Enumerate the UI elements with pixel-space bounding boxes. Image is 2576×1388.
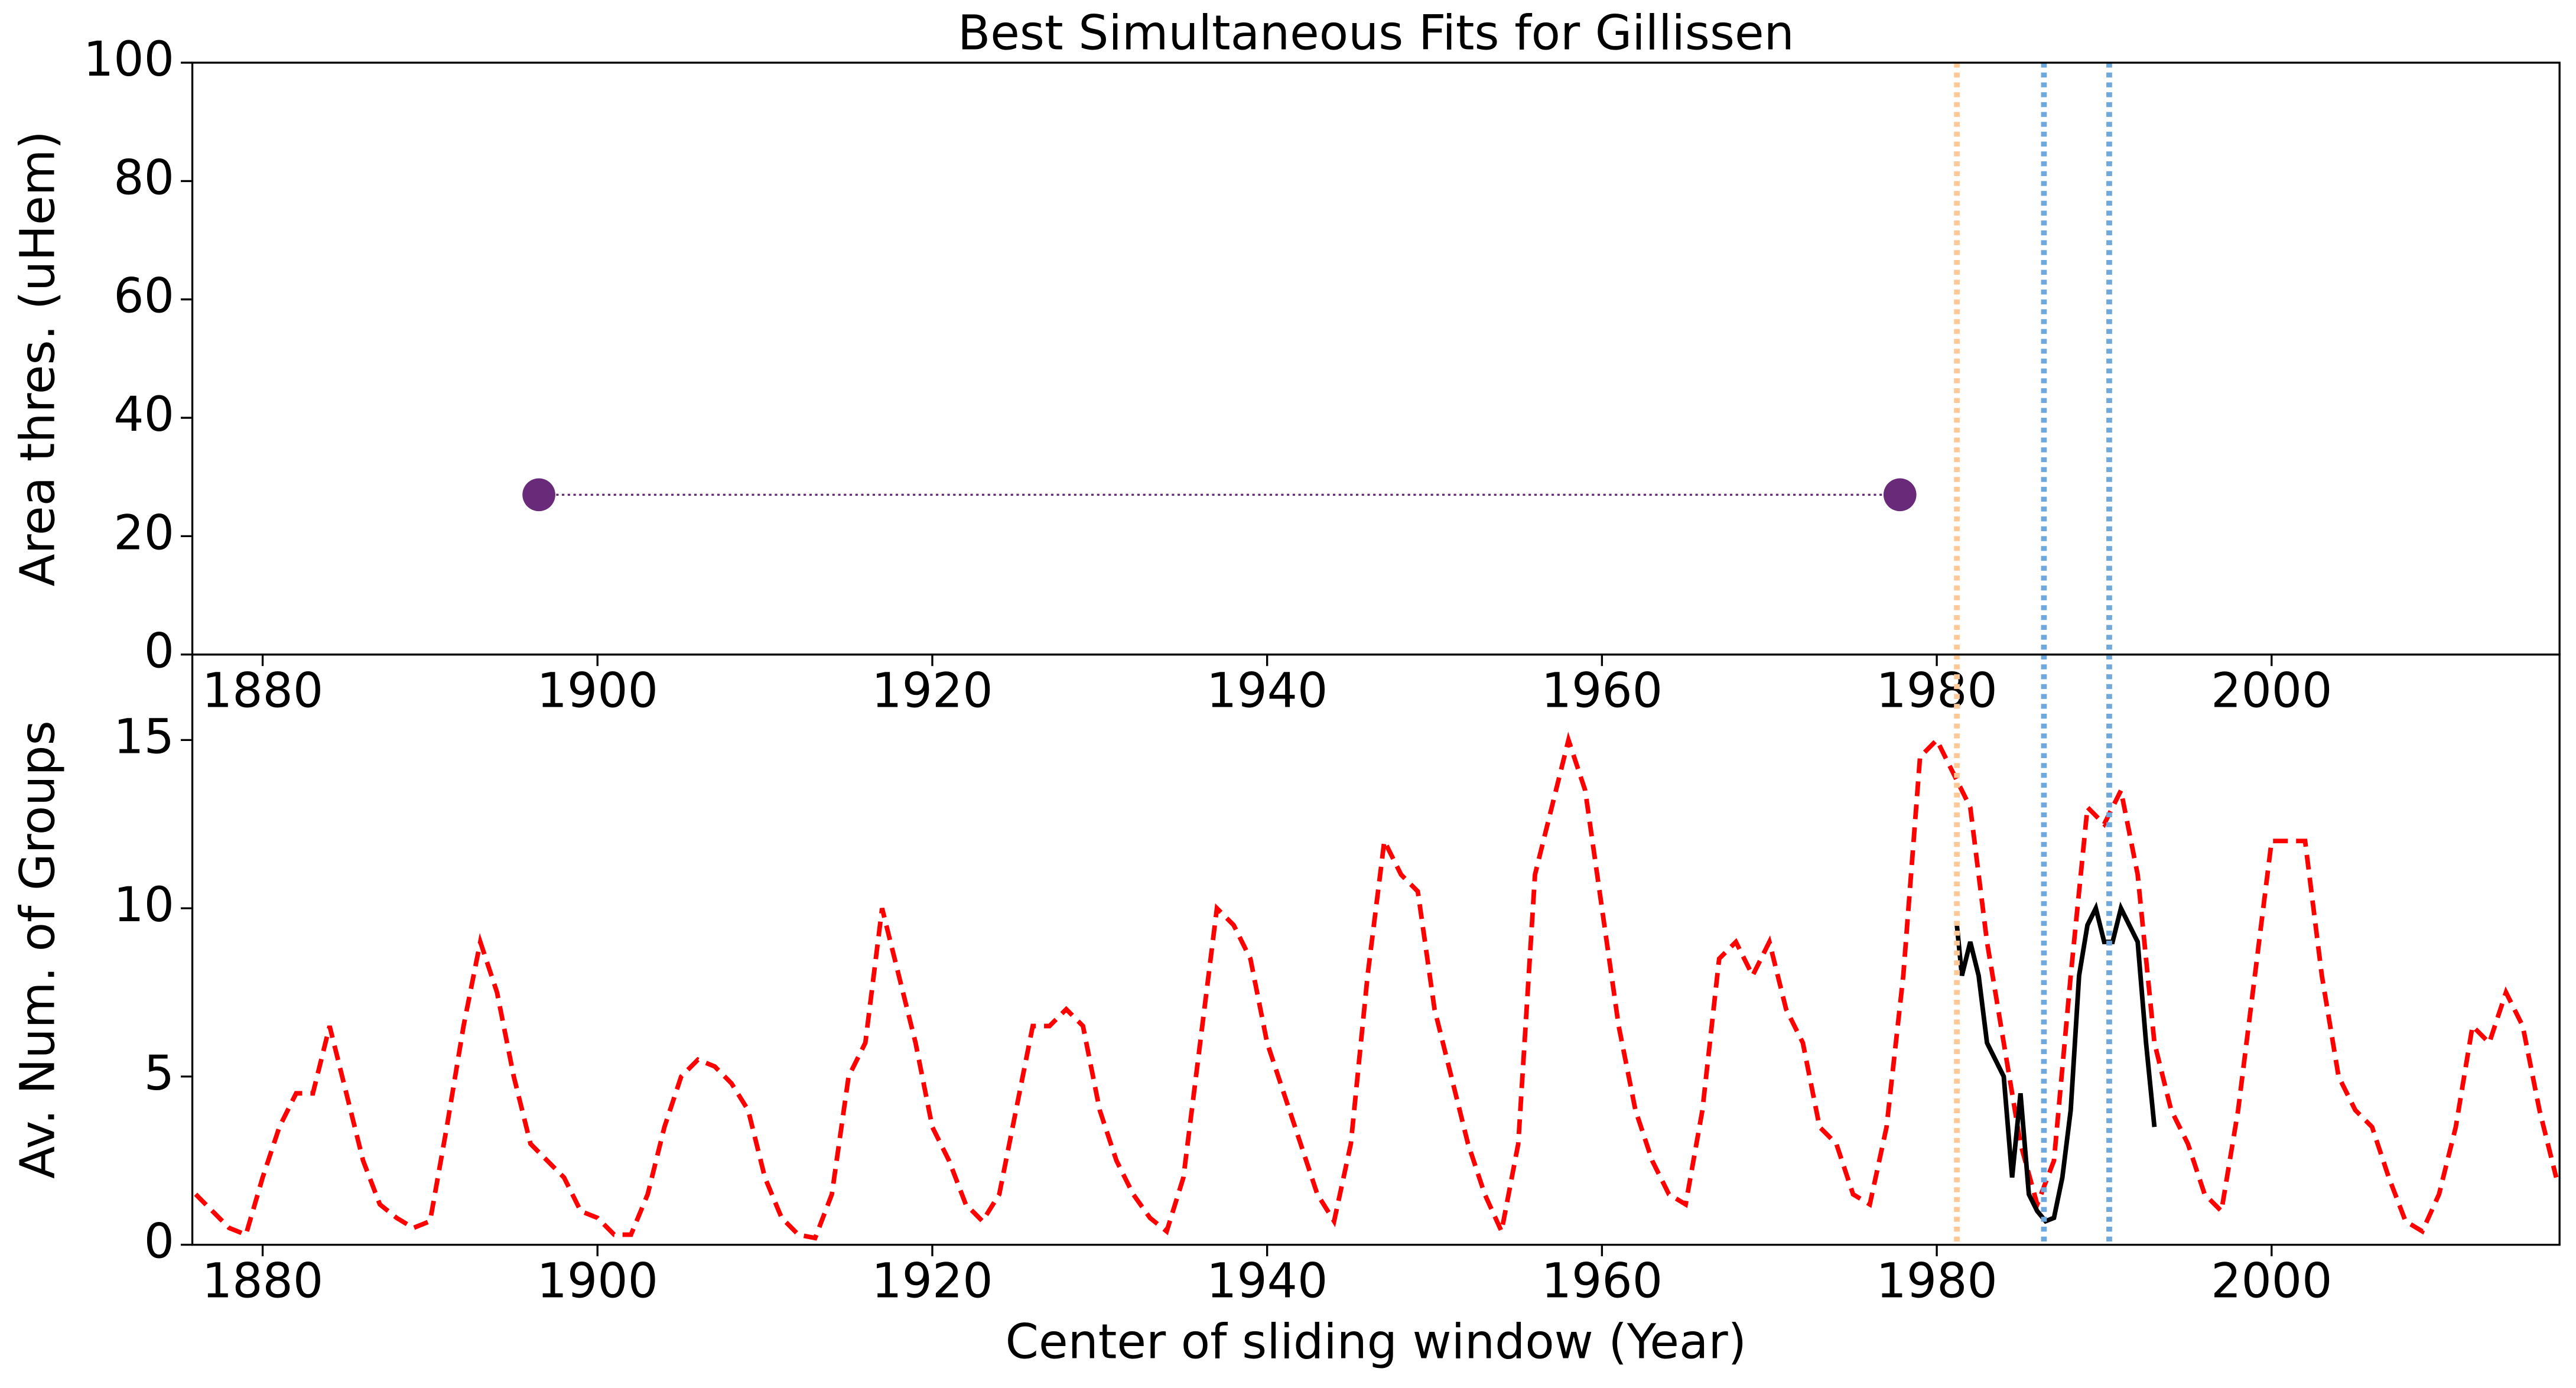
x-tick-label: 1920 xyxy=(871,663,993,719)
y-tick-label: 10 xyxy=(113,877,174,933)
y-tick-label: 100 xyxy=(83,32,174,87)
y-tick-label: 60 xyxy=(113,269,174,324)
x-tick-label: 1980 xyxy=(1876,1253,1997,1309)
x-tick-label: 1940 xyxy=(1206,1253,1328,1309)
y-tick-label: 20 xyxy=(113,505,174,561)
x-tick-label: 1880 xyxy=(202,663,323,719)
x-tick-label: 1880 xyxy=(202,1253,323,1309)
x-tick-label: 1900 xyxy=(537,663,658,719)
x-tick-label: 2000 xyxy=(2211,1253,2332,1309)
series-line xyxy=(1954,901,2157,1224)
y-tick-label: 0 xyxy=(144,624,174,680)
y-axis-label: Area thres. (uHem) xyxy=(11,131,66,586)
point xyxy=(522,478,555,512)
x-tick-label: 2000 xyxy=(2211,663,2332,719)
x-tick-label: 1960 xyxy=(1541,1253,1663,1309)
x-tick-label: 1960 xyxy=(1541,663,1663,719)
axes-frame xyxy=(191,654,2561,1246)
series-line xyxy=(194,732,2559,1241)
y-tick-label: 80 xyxy=(113,150,174,206)
x-tick-label: 1940 xyxy=(1206,663,1328,719)
x-tick-label: 1980 xyxy=(1876,663,1997,719)
x-axis-label: Center of sliding window (Year) xyxy=(1006,1314,1746,1370)
y-tick-label: 40 xyxy=(113,387,174,443)
x-tick-label: 1900 xyxy=(537,1253,658,1309)
x-tick-label: 1920 xyxy=(871,1253,993,1309)
axes-frame xyxy=(191,61,2561,656)
point xyxy=(1883,478,1917,512)
y-axis-label: Av. Num. of Groups xyxy=(11,720,66,1179)
y-tick-label: 0 xyxy=(144,1214,174,1270)
chart-title: Best Simultaneous Fits for Gillissen xyxy=(958,6,1794,61)
y-tick-label: 5 xyxy=(144,1046,174,1101)
y-tick-label: 15 xyxy=(113,709,174,765)
